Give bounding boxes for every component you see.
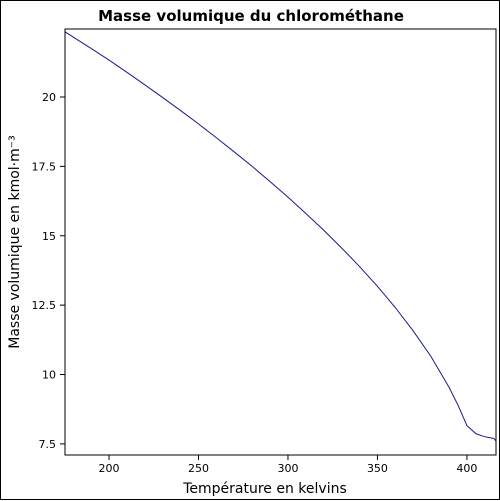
y-tick-label: 15 bbox=[42, 230, 56, 243]
x-tick-label: 200 bbox=[99, 462, 120, 475]
series-line bbox=[64, 31, 497, 442]
x-tick-label: 400 bbox=[456, 462, 477, 475]
chart-title: Masse volumique du chlorométhane bbox=[98, 7, 404, 25]
plot-area-border bbox=[64, 28, 497, 456]
series-group bbox=[64, 31, 497, 442]
x-tick-label: 300 bbox=[277, 462, 298, 475]
x-axis-title: Température en kelvins bbox=[182, 481, 347, 497]
y-tick-label: 17.5 bbox=[32, 160, 57, 173]
y-tick-label: 10 bbox=[42, 369, 56, 382]
y-tick-label: 20 bbox=[42, 91, 56, 104]
x-tick-label: 250 bbox=[188, 462, 209, 475]
y-tick-label: 7.5 bbox=[39, 438, 57, 451]
axis-ticks: 200 250 300 350 400 7.5 10 12.5 15 17.5 20 bbox=[32, 91, 478, 475]
y-tick-label: 12.5 bbox=[32, 299, 57, 312]
y-axis-title: Masse volumique en kmol·m⁻³ bbox=[7, 135, 23, 349]
x-tick-label: 350 bbox=[367, 462, 388, 475]
